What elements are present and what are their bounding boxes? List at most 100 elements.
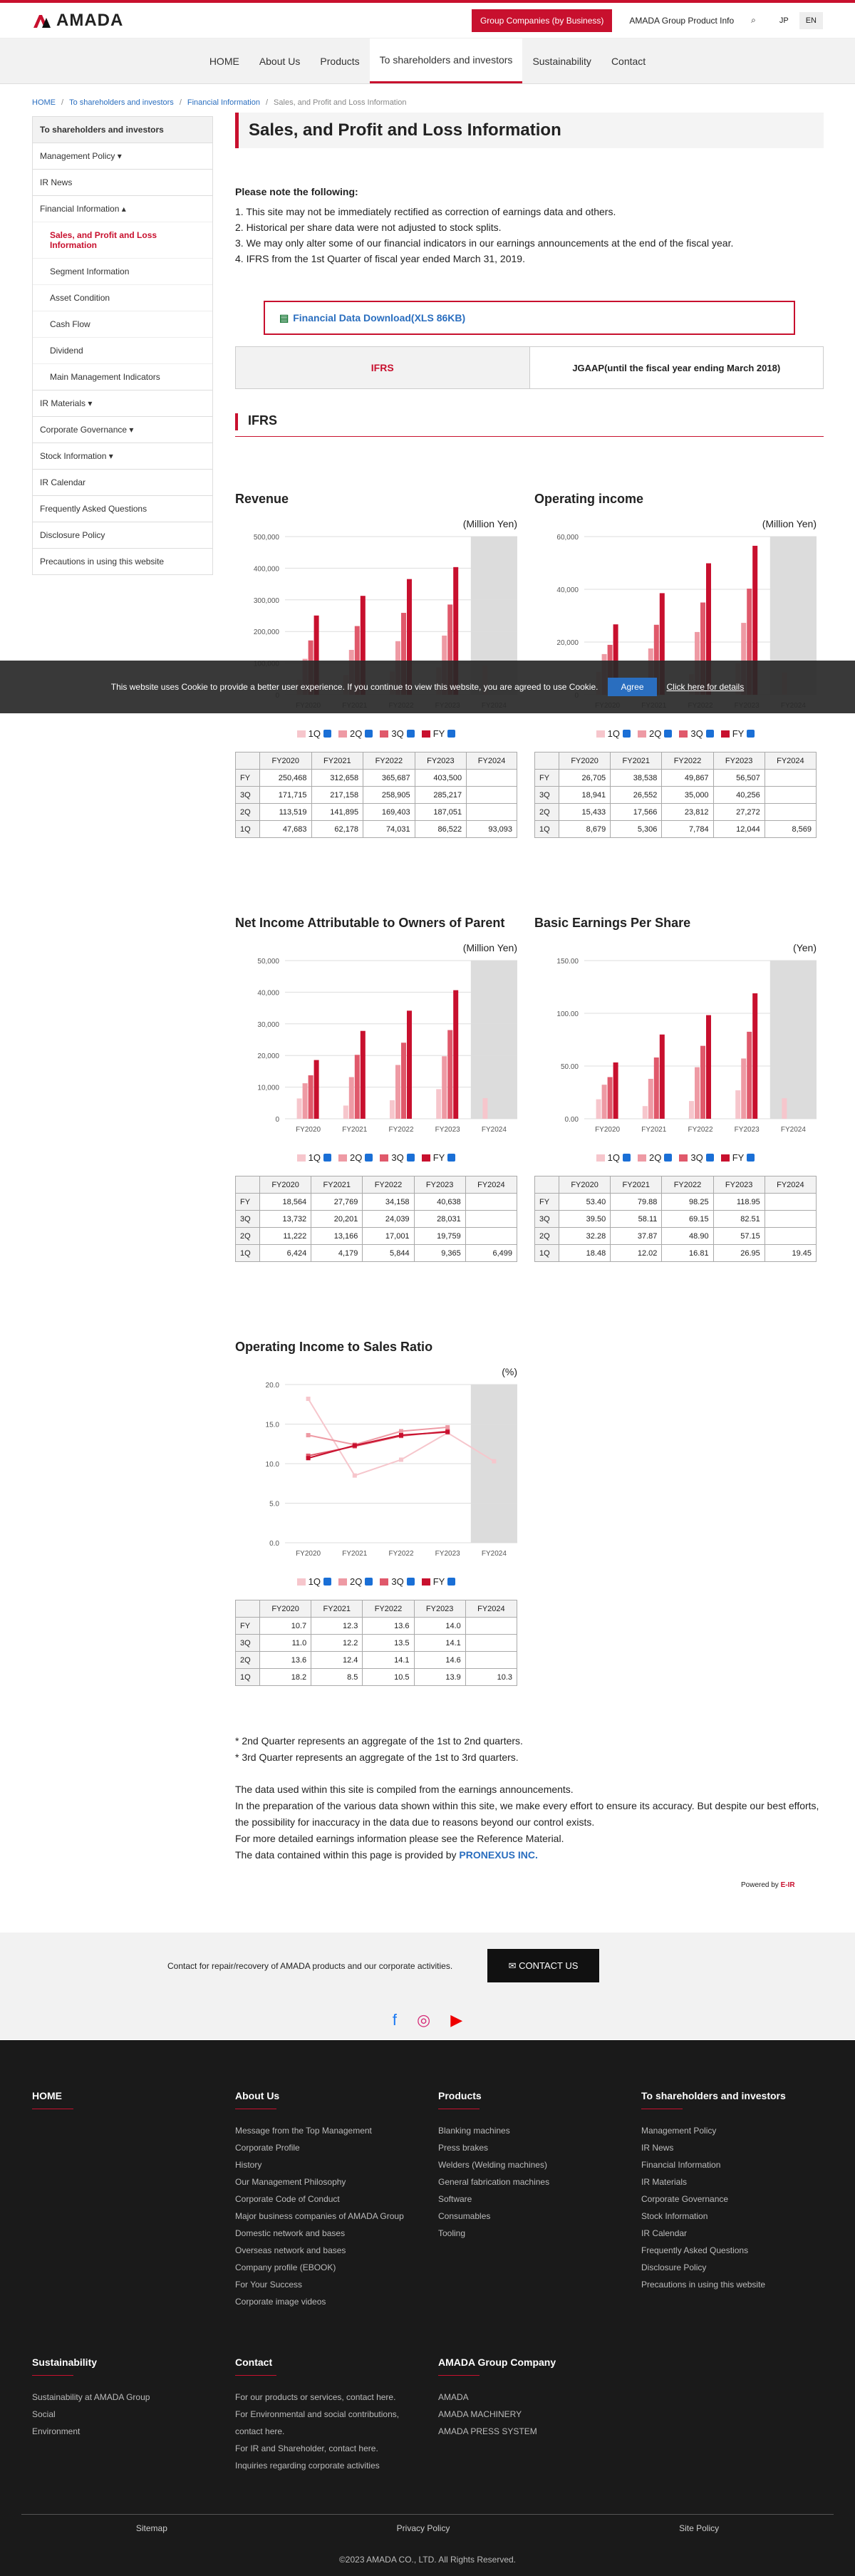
footer-link[interactable]: AMADA MACHINERY (438, 2409, 522, 2419)
cookie-details-link[interactable]: Click here for details (666, 682, 745, 692)
lang-jp[interactable]: JP (779, 16, 789, 25)
lang-en[interactable]: EN (799, 11, 823, 29)
legend-item-FY[interactable]: FY (421, 1576, 456, 1587)
footer-link[interactable]: For IR and Shareholder, contact here. (235, 2443, 378, 2453)
footer-link[interactable]: AMADA PRESS SYSTEM (438, 2426, 537, 2436)
footer-link[interactable]: For Your Success (235, 2280, 303, 2290)
nav-products[interactable]: Products (320, 55, 360, 67)
footer-link[interactable]: Software (438, 2194, 472, 2204)
legend-item-2Q[interactable]: 2Q (338, 1152, 373, 1163)
crumb-home[interactable]: HOME (32, 98, 56, 107)
legend-item-FY[interactable]: FY (421, 1152, 456, 1163)
footer-link[interactable]: Frequently Asked Questions (641, 2245, 749, 2255)
footer-link[interactable]: Precautions in using this website (641, 2280, 766, 2290)
legend-item-1Q[interactable]: 1Q (296, 728, 332, 739)
group-companies-button[interactable]: Group Companies (by Business) (471, 9, 613, 32)
legend-item-3Q[interactable]: 3Q (380, 728, 415, 739)
search-icon[interactable]: ⌕ (751, 15, 756, 25)
sidebar-item-segment[interactable]: Segment Information (33, 258, 212, 284)
footer-investors-head[interactable]: To shareholders and investors (641, 2087, 786, 2109)
sidebar-item-dividend[interactable]: Dividend (33, 337, 212, 363)
footer-link[interactable]: Tooling (438, 2228, 466, 2238)
sidebar-item-ir-news[interactable]: IR News (33, 169, 212, 195)
footer-link[interactable]: Company profile (EBOOK) (235, 2262, 336, 2272)
footer-about-head[interactable]: About Us (235, 2087, 279, 2109)
contact-us-button[interactable]: ✉ CONTACT US (487, 1949, 599, 1982)
sidebar-item-precautions[interactable]: Precautions in using this website (33, 548, 212, 574)
tab-jgaap[interactable]: JGAAP(until the fiscal year ending March… (529, 346, 824, 389)
legend-item-FY[interactable]: FY (421, 728, 456, 739)
legend-item-2Q[interactable]: 2Q (638, 1152, 673, 1163)
footer-link[interactable]: Corporate Governance (641, 2194, 729, 2204)
footer-link[interactable]: Sustainability at AMADA Group (32, 2392, 150, 2402)
sidebar-item-calendar[interactable]: IR Calendar (33, 469, 212, 495)
crumb-financial[interactable]: Financial Information (187, 98, 260, 107)
facebook-icon[interactable]: f (392, 2011, 397, 2029)
footer-link[interactable]: Financial Information (641, 2160, 721, 2170)
legend-item-1Q[interactable]: 1Q (596, 1152, 631, 1163)
footer-home[interactable]: HOME (32, 2087, 73, 2109)
footer-link[interactable]: Domestic network and bases (235, 2228, 346, 2238)
legend-item-1Q[interactable]: 1Q (296, 1576, 332, 1587)
sidebar-item-stock[interactable]: Stock Information ▾ (33, 443, 212, 469)
footer-link[interactable]: Disclosure Policy (641, 2262, 707, 2272)
legend-item-1Q[interactable]: 1Q (296, 1152, 332, 1163)
sidebar-item-ir-materials[interactable]: IR Materials ▾ (33, 390, 212, 416)
footer-link[interactable]: Corporate Profile (235, 2143, 300, 2153)
sidebar-item-sales[interactable]: Sales, and Profit and Loss Information (33, 222, 212, 258)
legend-item-2Q[interactable]: 2Q (638, 728, 673, 739)
footer-link[interactable]: Stock Information (641, 2211, 708, 2221)
footer-link[interactable]: Blanking machines (438, 2126, 510, 2136)
tab-ifrs[interactable]: IFRS (235, 346, 530, 389)
footer-link[interactable]: Management Policy (641, 2126, 717, 2136)
privacy-link[interactable]: Privacy Policy (396, 2523, 450, 2533)
cookie-agree-button[interactable]: Agree (608, 678, 657, 696)
legend-item-3Q[interactable]: 3Q (380, 1576, 415, 1587)
nav-investors[interactable]: To shareholders and investors (369, 38, 523, 83)
sidebar-item-cashflow[interactable]: Cash Flow (33, 311, 212, 337)
footer-link[interactable]: Message from the Top Management (235, 2126, 372, 2136)
legend-item-2Q[interactable]: 2Q (338, 728, 373, 739)
footer-link[interactable]: Our Management Philosophy (235, 2177, 346, 2187)
nav-contact[interactable]: Contact (611, 55, 646, 67)
sidebar-item-management-policy[interactable]: Management Policy ▾ (33, 143, 212, 169)
sidebar-item-disclosure[interactable]: Disclosure Policy (33, 522, 212, 548)
nav-home[interactable]: HOME (209, 55, 239, 67)
footer-contact-head[interactable]: Contact (235, 2354, 276, 2376)
footer-link[interactable]: AMADA (438, 2392, 469, 2402)
footer-link[interactable]: Social (32, 2409, 56, 2419)
footer-link[interactable]: Environment (32, 2426, 81, 2436)
footer-link[interactable]: Inquiries regarding corporate activities (235, 2461, 380, 2471)
footer-link[interactable]: For our products or services, contact he… (235, 2392, 396, 2402)
footer-link[interactable]: Corporate Code of Conduct (235, 2194, 340, 2204)
footer-group-head[interactable]: AMADA Group Company (438, 2354, 556, 2376)
legend-item-FY[interactable]: FY (720, 1152, 755, 1163)
pronexus-link[interactable]: PRONEXUS INC. (459, 1849, 538, 1861)
site-policy-link[interactable]: Site Policy (679, 2523, 720, 2533)
crumb-investors[interactable]: To shareholders and investors (69, 98, 174, 107)
legend-item-1Q[interactable]: 1Q (596, 728, 631, 739)
legend-item-3Q[interactable]: 3Q (679, 728, 714, 739)
legend-item-FY[interactable]: FY (720, 728, 755, 739)
sidebar-item-faq[interactable]: Frequently Asked Questions (33, 495, 212, 522)
footer-link[interactable]: Corporate image videos (235, 2297, 326, 2307)
footer-link[interactable]: Press brakes (438, 2143, 489, 2153)
footer-link[interactable]: For Environmental and social contributio… (235, 2409, 400, 2436)
footer-link[interactable]: Major business companies of AMADA Group (235, 2211, 404, 2221)
footer-link[interactable]: IR Materials (641, 2177, 688, 2187)
youtube-icon[interactable]: ▶ (450, 2011, 463, 2029)
amada-logo[interactable]: AMADA (32, 11, 123, 31)
footer-link[interactable]: History (235, 2160, 262, 2170)
footer-sustain-head[interactable]: Sustainability (32, 2354, 97, 2376)
sidebar-item-governance[interactable]: Corporate Governance ▾ (33, 416, 212, 443)
nav-about[interactable]: About Us (259, 55, 301, 67)
nav-sustainability[interactable]: Sustainability (532, 55, 591, 67)
instagram-icon[interactable]: ◎ (417, 2011, 431, 2029)
legend-item-3Q[interactable]: 3Q (380, 1152, 415, 1163)
footer-link[interactable]: Overseas network and bases (235, 2245, 346, 2255)
footer-link[interactable]: Welders (Welding machines) (438, 2160, 547, 2170)
sitemap-link[interactable]: Sitemap (135, 2523, 167, 2533)
footer-link[interactable]: General fabrication machines (438, 2177, 550, 2187)
footer-link[interactable]: IR Calendar (641, 2228, 688, 2238)
legend-item-2Q[interactable]: 2Q (338, 1576, 373, 1587)
